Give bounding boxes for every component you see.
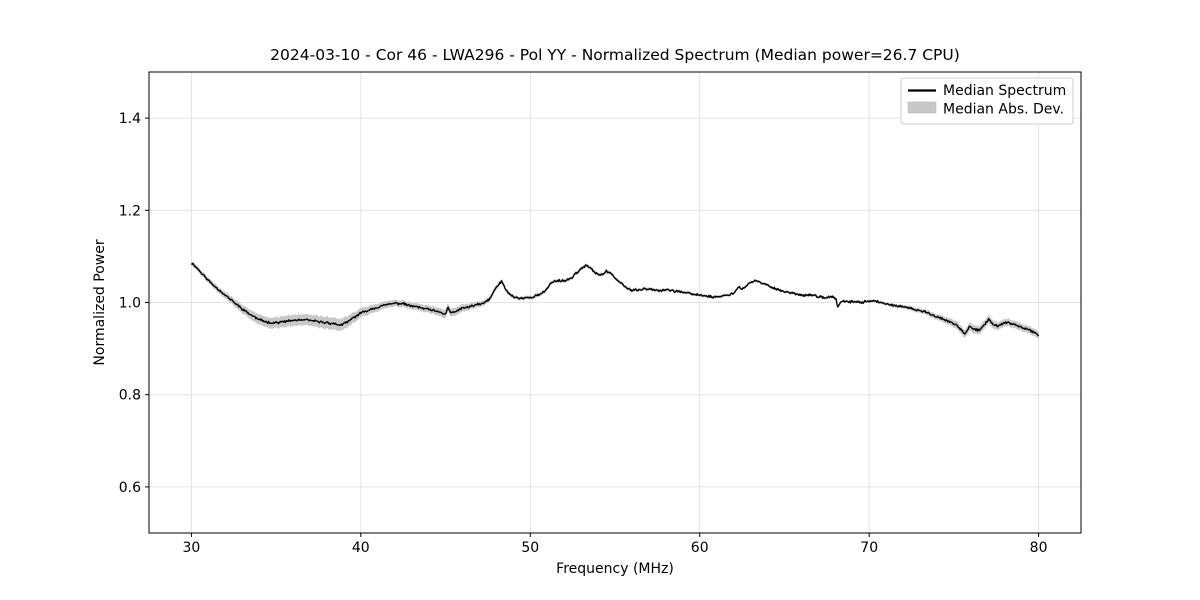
x-axis-ticks: 30 40 50 60 70 80 [182,533,1048,556]
y-tick-label: 0.6 [119,480,141,496]
x-tick-label: 30 [182,540,200,556]
legend-patch-swatch-icon [907,101,937,114]
y-tick-label: 1.0 [119,296,141,312]
x-tick-label: 80 [1030,540,1048,556]
x-tick-label: 60 [691,540,709,556]
median-spectrum-line [190,262,1040,337]
mad-band [191,261,1039,340]
legend-label-mad: Median Abs. Dev. [943,102,1064,118]
x-axis-label: Frequency (MHz) [556,561,674,577]
x-tick-label: 40 [352,540,370,556]
legend-box [900,77,1074,125]
y-axis-label: Normalized Power [92,239,108,365]
x-tick-label: 50 [521,540,539,556]
legend-label-median-spectrum: Median Spectrum [943,83,1066,99]
y-tick-label: 1.2 [119,203,141,219]
x-tick-label: 70 [860,540,878,556]
y-axis-ticks: 0.6 0.8 1.0 1.2 1.4 [119,111,149,496]
chart-title: 2024-03-10 - Cor 46 - LWA296 - Pol YY - … [270,46,960,64]
y-tick-label: 1.4 [119,111,141,127]
y-tick-label: 0.8 [119,388,141,404]
legend: Median Spectrum Median Abs. Dev. [900,77,1074,125]
